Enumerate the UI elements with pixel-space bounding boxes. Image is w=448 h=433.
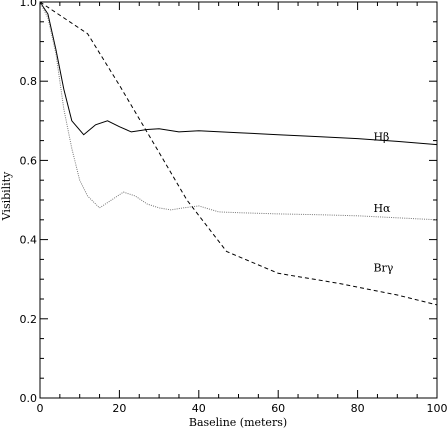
series-line-1 — [39, 1, 438, 146]
y-tick-label: 0.0 — [20, 392, 38, 405]
plot-frame — [39, 1, 438, 399]
x-tick-label: 20 — [112, 402, 126, 415]
series-label: Hβ — [373, 131, 389, 144]
x-tick-label: 80 — [351, 402, 365, 415]
y-tick-label: 0.4 — [20, 234, 38, 247]
series-layer — [39, 1, 438, 306]
y-tick-label: 0.8 — [20, 75, 38, 88]
x-axis-label: Baseline (meters) — [189, 416, 287, 429]
x-tick-label: 60 — [271, 402, 285, 415]
axes-layer — [39, 1, 438, 399]
x-tick-label: 100 — [427, 402, 448, 415]
y-axis-label: Visibility — [0, 171, 13, 221]
y-tick-label: 0.2 — [20, 313, 38, 326]
y-tick-label: 1.0 — [20, 0, 38, 9]
y-tick-label: 0.6 — [20, 154, 38, 167]
series-label: Brγ — [373, 261, 393, 274]
series-line-3 — [39, 1, 438, 306]
x-tick-label: 0 — [37, 402, 44, 415]
x-tick-label: 40 — [192, 402, 206, 415]
series-line-2 — [39, 1, 438, 221]
series-label: Hα — [373, 202, 391, 215]
